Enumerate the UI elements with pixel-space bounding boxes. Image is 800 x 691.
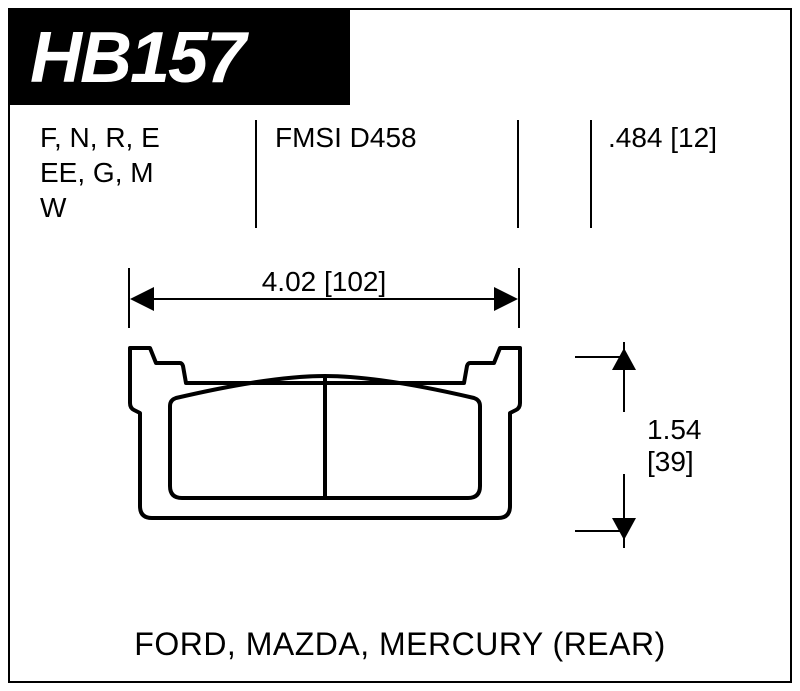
width-extension-right [518, 268, 520, 328]
compounds-l2: EE, G, M [40, 155, 240, 190]
height-dimension: 1.54 [39] [575, 342, 735, 552]
height-in: 1.54 [647, 414, 702, 446]
height-label: 1.54 [39] [647, 414, 702, 478]
height-mm: [39] [647, 446, 702, 478]
width-dimension: 4.02 [102] [130, 278, 518, 318]
width-label: 4.02 [102] [252, 266, 397, 298]
width-dim-line [144, 298, 504, 300]
divider-1 [255, 120, 257, 228]
arrow-down-icon [612, 518, 636, 540]
divider-2 [517, 120, 519, 228]
arrow-up-icon [612, 348, 636, 370]
diagram-area: 4.02 [102] 1.54 [39] [0, 258, 800, 621]
arrow-right-icon [494, 287, 518, 311]
thickness-spec: .484 [12] [608, 120, 788, 155]
compounds-l3: W [40, 190, 240, 225]
divider-3 [590, 120, 592, 228]
compounds-list: F, N, R, E EE, G, M W [40, 120, 240, 225]
fmsi-code: FMSI D458 [275, 120, 495, 155]
header-bar: HB157 [10, 10, 350, 105]
compounds-l1: F, N, R, E [40, 120, 240, 155]
application-footer: FORD, MAZDA, MERCURY (REAR) [0, 626, 800, 663]
spec-row: F, N, R, E EE, G, M W FMSI D458 .484 [12… [30, 120, 770, 230]
part-number: HB157 [30, 17, 244, 99]
brake-pad-drawing [90, 338, 560, 548]
